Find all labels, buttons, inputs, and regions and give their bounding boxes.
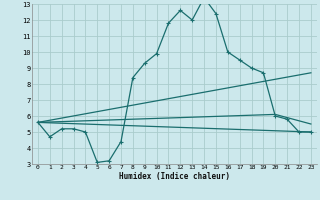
X-axis label: Humidex (Indice chaleur): Humidex (Indice chaleur): [119, 172, 230, 181]
